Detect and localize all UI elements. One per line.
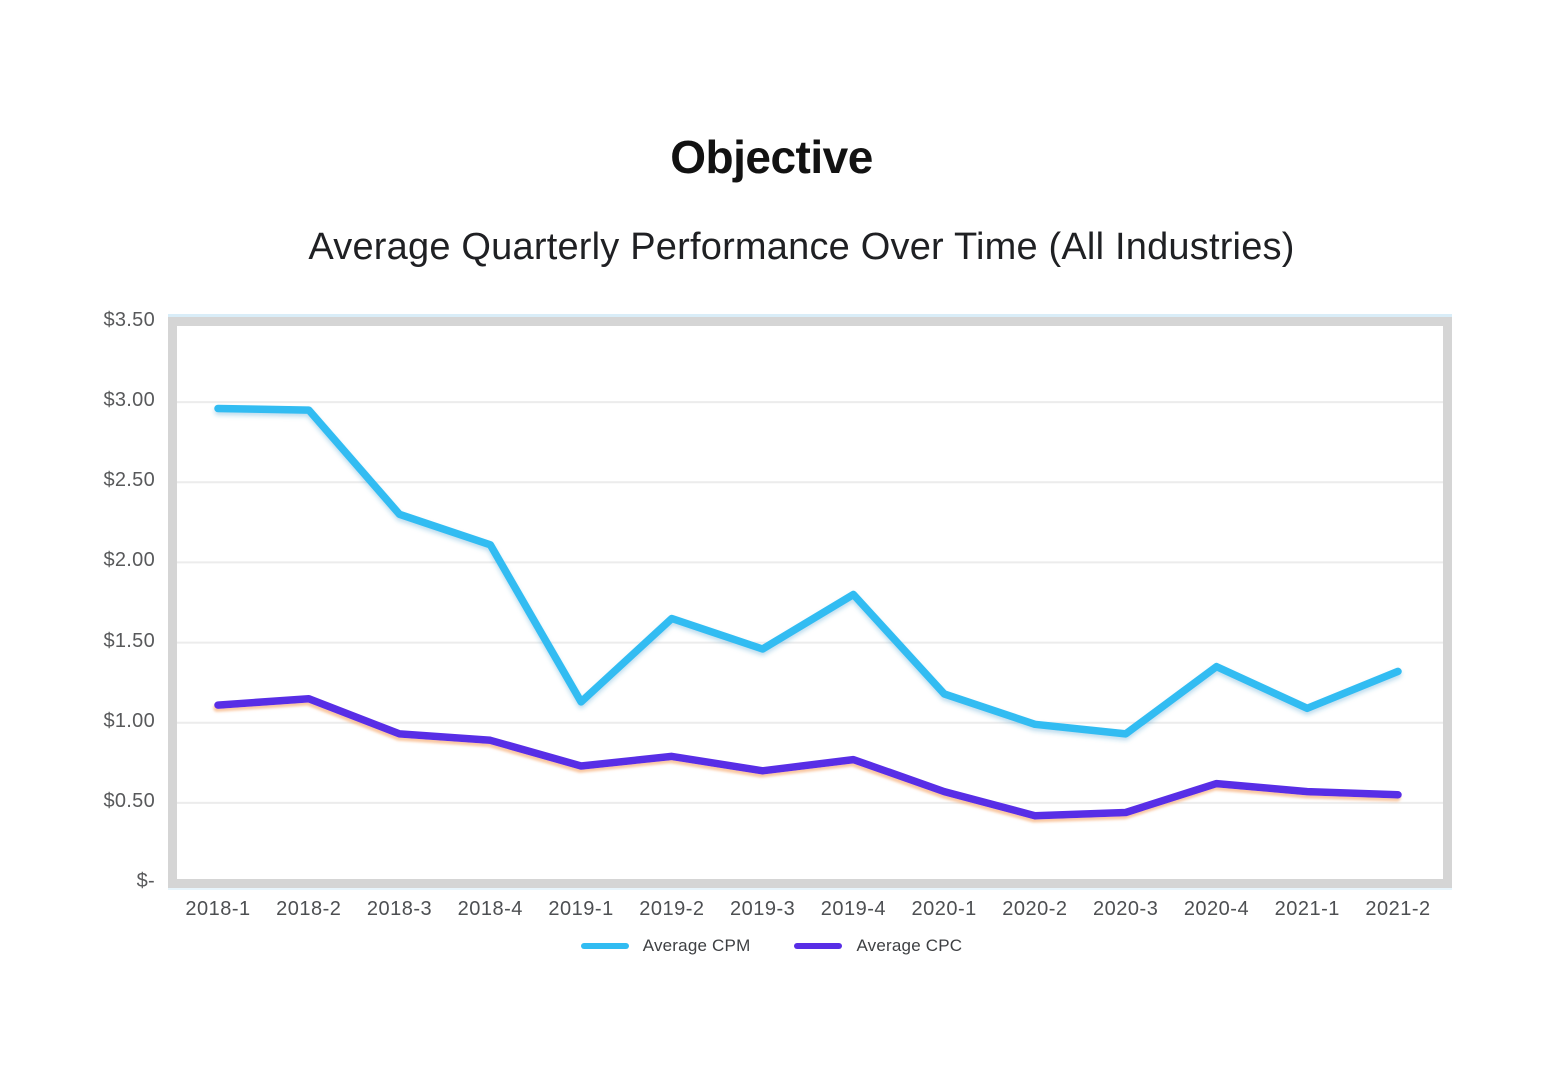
x-axis-label-2019-2: 2019-2 — [639, 898, 705, 920]
legend-label: Average CPM — [642, 936, 751, 955]
legend-swatch-icon — [580, 943, 629, 949]
x-axis-label-2020-3: 2020-3 — [1093, 898, 1159, 920]
y-axis-label-4: $1.50 — [103, 629, 155, 652]
plot-frame — [168, 317, 1452, 888]
x-axis-label-2019-1: 2019-1 — [548, 898, 614, 920]
x-axis-label-2018-2: 2018-2 — [276, 898, 342, 920]
x-axis-label-2020-2: 2020-2 — [1002, 898, 1068, 920]
average-cpm-line — [214, 404, 1402, 738]
x-axis-label-2020-4: 2020-4 — [1183, 898, 1250, 920]
chart-subtitle: Average Quarterly Performance Over Time … — [308, 226, 1295, 268]
legend-swatch-icon — [794, 943, 843, 949]
x-axis-label-2021-2: 2021-2 — [1365, 898, 1431, 920]
x-axis-label-2018-1: 2018-1 — [185, 898, 251, 920]
chart-legend: Average CPM Average CPC — [0, 936, 1543, 956]
x-axis-label-2018-4: 2018-4 — [457, 898, 523, 920]
y-axis-label-0: $3.50 — [103, 308, 155, 331]
page-title: Objective — [670, 131, 873, 183]
x-axis-label-2018-3: 2018-3 — [366, 898, 433, 920]
y-axis-label-1: $3.00 — [103, 389, 155, 412]
y-axis-label-7: $- — [136, 870, 155, 892]
series-lines — [214, 404, 1402, 820]
x-axis-label-2019-3: 2019-3 — [729, 898, 796, 920]
y-axis-label-2: $2.50 — [103, 469, 155, 492]
legend-item-average-cpm: Average CPM — [580, 936, 751, 956]
y-axis-label-5: $1.00 — [103, 709, 155, 732]
x-axis-label-2021-1: 2021-1 — [1274, 898, 1340, 920]
gridlines — [177, 401, 1443, 804]
legend-label: Average CPC — [856, 936, 963, 955]
legend-item-average-cpc: Average CPC — [794, 936, 962, 956]
x-axis-label-2020-1: 2020-1 — [911, 898, 977, 920]
x-axis-label-2019-4: 2019-4 — [820, 898, 887, 920]
y-axis-label-3: $2.00 — [103, 549, 155, 572]
y-axis-label-6: $0.50 — [103, 789, 155, 812]
line-chart-canvas — [177, 401, 1443, 820]
average-cpc-line — [214, 694, 1402, 820]
